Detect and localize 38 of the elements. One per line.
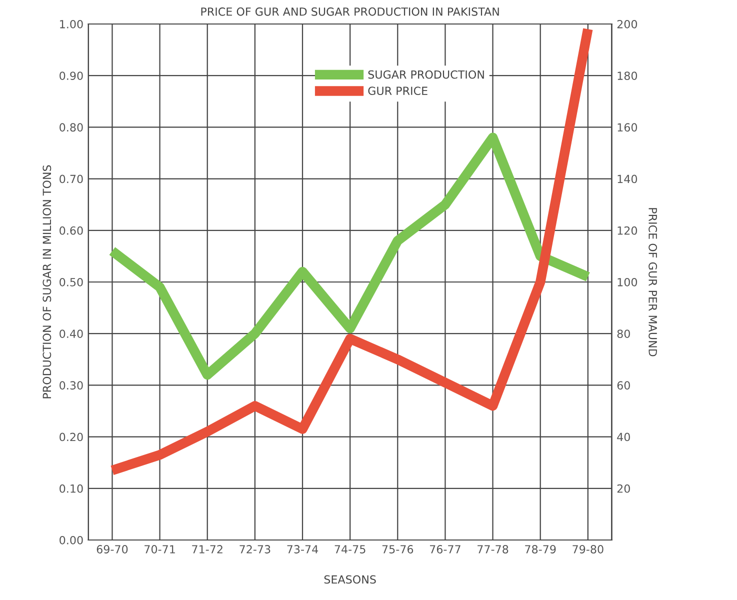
y-tick-label: 0.80 [60,123,83,132]
x-tick-label: 76-77 [430,545,460,554]
x-tick-label: 79-80 [572,545,604,554]
y-tick-label: 0.20 [60,432,83,442]
y-tick-label: 1.00 [60,20,83,28]
y2-tick-label: 60 [617,381,630,390]
y2-tick-label: 140 [618,174,638,184]
y-tick-label: 0.70 [60,174,83,184]
x-tick-label: 71-72 [192,545,222,554]
y2-axis-title: PRICE OF GUR PER MAUND [648,208,658,356]
x-tick-label: 69-70 [96,545,128,554]
x-tick-label: 78-79 [525,545,556,554]
x-tick-label: 77-78 [478,545,508,554]
y-axis-title: PRODUCTION OF SUGAR IN MILLION TONS [42,165,52,398]
x-tick-label: 75-76 [382,545,414,554]
y2-tick-label: 20 [617,484,630,493]
y-tick-label: 0.40 [60,330,83,338]
y-tick-label: 0.00 [60,536,83,544]
x-tick-label: 73-74 [287,545,318,554]
y2-tick-label: 80 [617,330,630,338]
y2-tick-label: 200 [617,20,638,28]
chart-title: PRICE OF GUR AND SUGAR PRODUCTION IN PAKISTAN [201,7,499,16]
y-tick-label: 0.60 [60,226,83,235]
y2-tick-label: 120 [618,226,638,235]
y2-tick-label: 100 [618,278,638,286]
x-tick-label: 70-71 [144,545,175,554]
y2-tick-label: 160 [618,123,638,132]
y-tick-label: 0.30 [60,381,83,390]
legend-label: GUR PRICE [368,86,428,96]
legend-label: SUGAR PRODUCTION [368,70,484,79]
x-tick-label: 74-75 [334,545,366,554]
y-tick-label: 0.50 [60,278,83,286]
y2-tick-label: 40 [617,432,630,442]
x-tick-label: 72-73 [240,545,270,554]
y-tick-label: 0.90 [60,72,83,80]
x-axis-title: SEASONS [324,575,376,584]
y-tick-label: 0.10 [60,484,83,493]
y2-tick-label: 180 [618,72,638,80]
